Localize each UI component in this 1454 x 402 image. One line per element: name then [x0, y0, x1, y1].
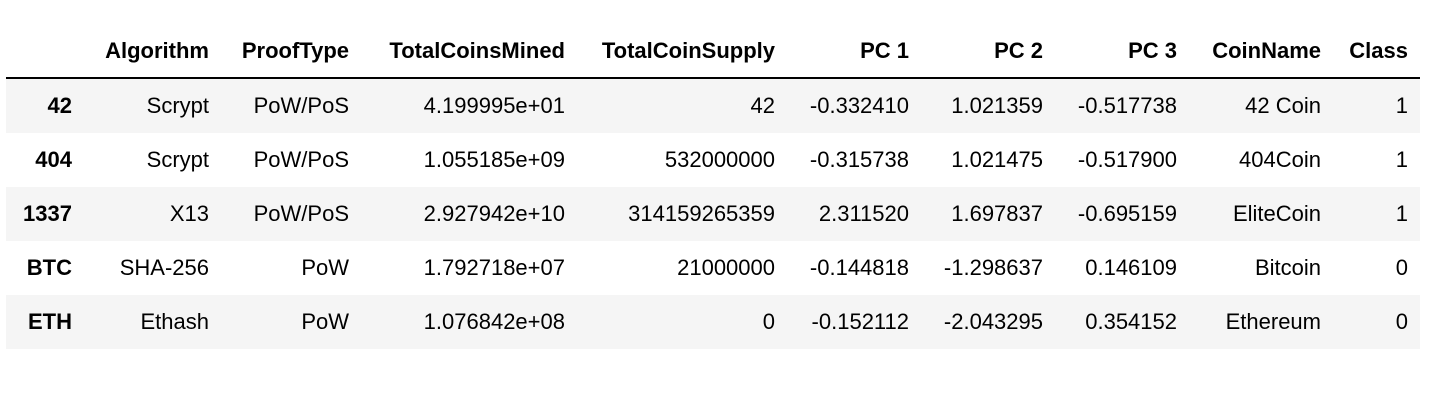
table-body: 42 Scrypt PoW/PoS 4.199995e+01 42 -0.332… — [6, 78, 1420, 349]
cell-algorithm: Scrypt — [146, 147, 209, 172]
header-totalcoinsupply: TotalCoinSupply — [577, 24, 787, 79]
cell-prooftype: PoW/PoS — [253, 93, 349, 118]
cell-pc3: -0.517738 — [1077, 93, 1177, 118]
cell-coinname: 404Coin — [1239, 147, 1321, 172]
cell-pc1: -0.315738 — [809, 147, 909, 172]
cell-totalcoinsmined: 2.927942e+10 — [423, 201, 565, 226]
cell-pc1: -0.332410 — [809, 93, 909, 118]
table-row: 404 Scrypt PoW/PoS 1.055185e+09 53200000… — [6, 133, 1420, 187]
row-index: 404 — [35, 147, 72, 172]
cell-pc2: -1.298637 — [943, 255, 1043, 280]
cell-class: 1 — [1395, 147, 1408, 172]
cell-prooftype: PoW — [301, 309, 349, 334]
cell-pc3: 0.354152 — [1085, 309, 1177, 334]
cell-pc3: 0.146109 — [1085, 255, 1177, 280]
cell-prooftype: PoW/PoS — [253, 147, 349, 172]
cell-pc1: -0.152112 — [811, 309, 909, 334]
header-totalcoinsmined: TotalCoinsMined — [361, 24, 577, 79]
cell-coinname: 42 Coin — [1245, 93, 1321, 118]
header-row: Algorithm ProofType TotalCoinsMined Tota… — [6, 24, 1420, 79]
cell-class: 1 — [1395, 201, 1408, 226]
cell-pc2: -2.043295 — [943, 309, 1043, 334]
cell-pc3: -0.517900 — [1077, 147, 1177, 172]
cell-totalcoinsupply: 42 — [750, 93, 775, 118]
header-coinname: CoinName — [1189, 24, 1333, 79]
cell-totalcoinsupply: 532000000 — [664, 147, 775, 172]
row-index: 1337 — [23, 201, 72, 226]
cell-totalcoinsupply: 0 — [762, 309, 775, 334]
cell-pc1: 2.311520 — [818, 201, 909, 226]
cell-class: 0 — [1395, 255, 1408, 280]
table-row: 42 Scrypt PoW/PoS 4.199995e+01 42 -0.332… — [6, 78, 1420, 133]
header-pc2: PC 2 — [921, 24, 1055, 79]
header-index — [6, 24, 84, 79]
header-prooftype: ProofType — [221, 24, 361, 79]
table-row: ETH Ethash PoW 1.076842e+08 0 -0.152112 … — [6, 295, 1420, 349]
cell-totalcoinsmined: 1.076842e+08 — [423, 309, 565, 334]
table-row: 1337 X13 PoW/PoS 2.927942e+10 3141592653… — [6, 187, 1420, 241]
cell-algorithm: Scrypt — [146, 93, 209, 118]
cell-prooftype: PoW/PoS — [253, 201, 349, 226]
dataframe-table: Algorithm ProofType TotalCoinsMined Tota… — [6, 24, 1420, 349]
header-class: Class — [1333, 24, 1420, 79]
cell-class: 1 — [1395, 93, 1408, 118]
cell-totalcoinsmined: 1.055185e+09 — [423, 147, 565, 172]
cell-algorithm: SHA-256 — [119, 255, 209, 280]
cell-algorithm: X13 — [169, 201, 209, 226]
cell-pc2: 1.021475 — [951, 147, 1043, 172]
cell-totalcoinsupply: 21000000 — [677, 255, 775, 280]
header-pc3: PC 3 — [1055, 24, 1189, 79]
cell-class: 0 — [1395, 309, 1408, 334]
cell-pc3: -0.695159 — [1077, 201, 1177, 226]
header-pc1: PC 1 — [787, 24, 921, 79]
cell-totalcoinsupply: 314159265359 — [628, 201, 775, 226]
table-row: BTC SHA-256 PoW 1.792718e+07 21000000 -0… — [6, 241, 1420, 295]
cell-coinname: Bitcoin — [1254, 255, 1321, 280]
cell-coinname: EliteCoin — [1232, 201, 1321, 226]
cell-coinname: Ethereum — [1225, 309, 1321, 334]
cell-pc2: 1.021359 — [951, 93, 1043, 118]
row-index: ETH — [28, 309, 72, 334]
cell-pc2: 1.697837 — [951, 201, 1043, 226]
row-index: 42 — [47, 93, 72, 118]
cell-totalcoinsmined: 1.792718e+07 — [423, 255, 565, 280]
row-index: BTC — [26, 255, 72, 280]
cell-pc1: -0.144818 — [809, 255, 909, 280]
cell-algorithm: Ethash — [140, 309, 210, 334]
dataframe-output: Algorithm ProofType TotalCoinsMined Tota… — [6, 24, 1420, 349]
cell-prooftype: PoW — [301, 255, 349, 280]
table-header: Algorithm ProofType TotalCoinsMined Tota… — [6, 24, 1420, 79]
header-algorithm: Algorithm — [84, 24, 221, 79]
cell-totalcoinsmined: 4.199995e+01 — [423, 93, 565, 118]
